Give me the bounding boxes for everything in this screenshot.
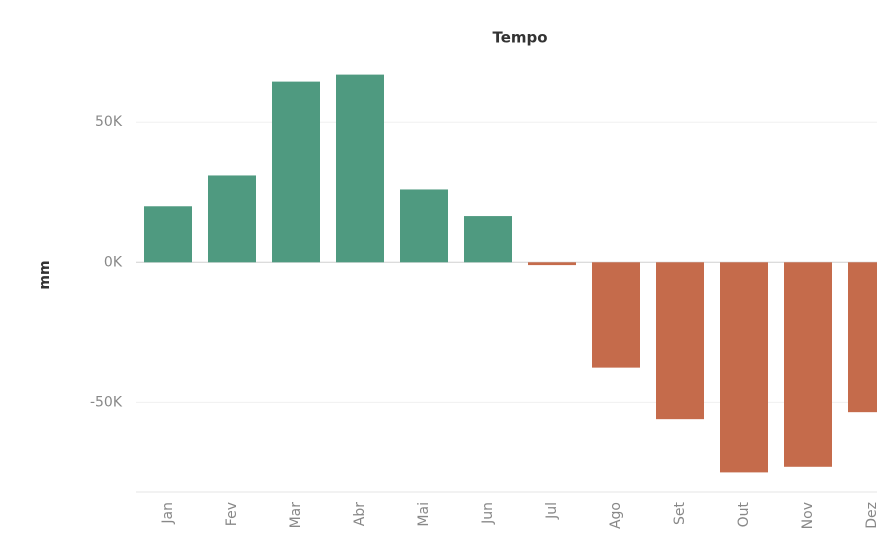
bar xyxy=(464,216,512,263)
bar xyxy=(528,262,576,266)
x-tick-label: Jan xyxy=(160,502,176,525)
x-tick-label: Nov xyxy=(800,502,816,529)
x-tick-label: Mar xyxy=(288,502,304,529)
x-tick-label: Set xyxy=(672,502,688,526)
bar xyxy=(272,81,320,263)
y-tick-label: -50K xyxy=(90,394,123,410)
bar xyxy=(720,262,768,473)
bar xyxy=(592,262,640,368)
chart-title: Tempo xyxy=(492,29,547,47)
x-tick-label: Abr xyxy=(352,502,368,526)
bar xyxy=(336,74,384,263)
x-tick-label: Ago xyxy=(608,502,624,529)
x-tick-label: Jul xyxy=(544,502,560,520)
bar xyxy=(656,262,704,420)
bar xyxy=(784,262,832,467)
bar xyxy=(208,175,256,263)
y-axis-label: mm xyxy=(37,260,53,289)
y-tick-label: 0K xyxy=(104,254,123,270)
x-tick-label: Fev xyxy=(224,502,240,526)
x-tick-label: Dez xyxy=(864,502,877,529)
x-tick-label: Mai xyxy=(416,502,432,527)
bar xyxy=(144,206,192,263)
bar xyxy=(400,189,448,263)
y-tick-label: 50K xyxy=(95,114,123,130)
x-tick-label: Jun xyxy=(480,502,496,525)
bar xyxy=(848,262,877,413)
x-tick-label: Out xyxy=(736,501,752,527)
